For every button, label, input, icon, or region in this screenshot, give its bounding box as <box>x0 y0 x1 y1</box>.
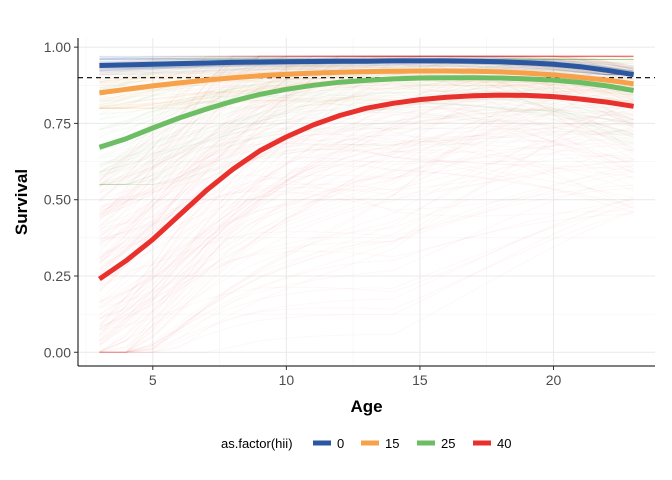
draw-line <box>99 60 634 75</box>
draw-line <box>99 103 634 165</box>
legend-title: as.factor(hii) <box>221 436 293 451</box>
draw-line <box>99 66 634 105</box>
legend-item-15: 15 <box>361 436 399 451</box>
legend-item-40: 40 <box>473 436 511 451</box>
draw-line <box>99 83 634 99</box>
legend-label: 15 <box>385 436 399 451</box>
y-tick-label: 0.00 <box>44 344 71 360</box>
draw-line <box>99 69 634 137</box>
draw-line <box>99 55 634 73</box>
series-line-25 <box>98 75 635 150</box>
draw-line <box>99 55 634 67</box>
draw-line <box>99 96 634 124</box>
draw-line <box>99 55 634 72</box>
draw-line <box>99 99 634 151</box>
draw-line <box>99 139 634 158</box>
draw-line <box>99 90 634 185</box>
series-lines <box>97 58 635 282</box>
draw-line <box>99 64 634 83</box>
draw-line <box>99 100 634 171</box>
draw-line <box>99 55 634 77</box>
x-tick-label: 15 <box>412 372 428 388</box>
draw-line <box>99 58 634 185</box>
x-tick-label: 10 <box>279 372 295 388</box>
draw-line <box>99 63 634 82</box>
draw-line <box>99 90 634 124</box>
draw-line <box>99 65 634 76</box>
draw-line <box>99 68 634 185</box>
series-line-0 <box>99 58 634 78</box>
legend-item-0: 0 <box>313 436 344 451</box>
draw-line <box>99 84 634 109</box>
draw-line <box>99 58 634 185</box>
draw-line <box>99 90 634 109</box>
draw-line <box>99 64 634 76</box>
legend: as.factor(hii) 0 15 25 40 <box>221 436 511 451</box>
draw-line <box>99 86 634 185</box>
draw-line <box>99 83 634 131</box>
legend-item-25: 25 <box>417 436 455 451</box>
draw-line <box>99 80 634 166</box>
draw-line <box>99 58 634 159</box>
draw-line <box>99 95 634 118</box>
draw-line <box>99 56 634 71</box>
draw-line <box>99 55 634 70</box>
draw-line <box>99 74 634 109</box>
y-tick-label: 0.25 <box>44 268 71 284</box>
draw-line <box>99 111 634 185</box>
draw-line <box>99 55 634 71</box>
y-tick-label: 0.75 <box>44 115 71 131</box>
draw-line <box>99 65 634 83</box>
y-tick-label: 1.00 <box>44 39 71 55</box>
draw-line <box>99 130 634 185</box>
draw-line <box>99 55 634 70</box>
draw-line <box>99 64 634 76</box>
y-axis-title: Survival <box>12 169 31 235</box>
draw-line <box>99 55 634 88</box>
draw-line <box>99 55 634 74</box>
draw-line <box>99 74 634 101</box>
draw-line <box>99 65 634 76</box>
draw-line <box>99 57 634 83</box>
draw-line <box>99 91 634 135</box>
series-line-40 <box>97 92 634 282</box>
x-tick-label: 5 <box>149 372 157 388</box>
draw-line <box>99 103 634 167</box>
legend-label: 0 <box>337 436 344 451</box>
x-tick-label: 20 <box>546 372 562 388</box>
draw-line <box>99 55 634 85</box>
draw-line <box>99 127 634 175</box>
draw-line <box>99 84 634 185</box>
draw-line <box>99 93 634 176</box>
y-tick-label: 0.50 <box>44 192 71 208</box>
draw-line <box>99 131 634 185</box>
draw-line <box>99 58 634 185</box>
draw-line <box>99 99 634 107</box>
draw-line <box>99 55 634 70</box>
draw-line <box>99 55 634 80</box>
draw-line <box>99 109 634 185</box>
draw-line <box>99 80 634 108</box>
draw-line <box>99 55 634 83</box>
draw-line <box>99 106 634 185</box>
legend-label: 40 <box>497 436 511 451</box>
draw-line <box>99 85 634 109</box>
draw-line <box>99 69 634 185</box>
draw-line <box>99 66 634 76</box>
series-line-15 <box>99 68 634 96</box>
legend-label: 25 <box>441 436 455 451</box>
draw-line <box>99 55 634 75</box>
grid <box>78 38 655 366</box>
draw-line <box>99 55 634 75</box>
draw-line <box>99 63 634 76</box>
axes: 5 10 15 20 0.00 0.25 0.50 0.75 1.00 <box>44 38 655 388</box>
draw-line <box>99 79 634 116</box>
x-axis-title: Age <box>350 397 382 416</box>
draw-line <box>99 55 634 72</box>
draw-line <box>99 58 634 145</box>
